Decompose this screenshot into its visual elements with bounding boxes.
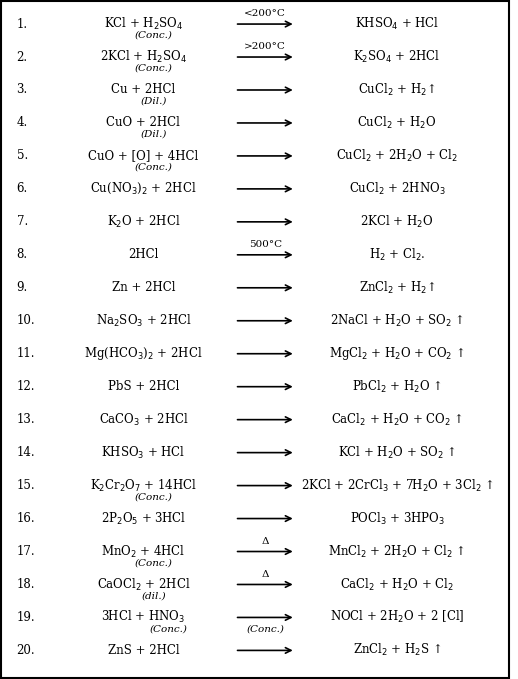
Text: (Conc.): (Conc.) bbox=[135, 163, 172, 172]
Text: Cu(NO$_3$)$_2$ + 2HCl: Cu(NO$_3$)$_2$ + 2HCl bbox=[90, 181, 197, 196]
Text: Δ: Δ bbox=[262, 536, 269, 546]
Text: (dil.): (dil.) bbox=[141, 591, 166, 600]
Text: 13.: 13. bbox=[17, 413, 35, 426]
Text: (Dil.): (Dil.) bbox=[140, 130, 167, 139]
Text: MgCl$_2$ + H$_2$O + CO$_2$ ↑: MgCl$_2$ + H$_2$O + CO$_2$ ↑ bbox=[329, 345, 465, 362]
Text: CuO + 2HCl: CuO + 2HCl bbox=[107, 117, 180, 130]
Text: CuCl$_2$ + H$_2$↑: CuCl$_2$ + H$_2$↑ bbox=[358, 82, 436, 98]
Text: K$_2$Cr$_2$O$_7$ + 14HCl: K$_2$Cr$_2$O$_7$ + 14HCl bbox=[90, 477, 197, 494]
Text: ZnCl$_2$ + H$_2$S ↑: ZnCl$_2$ + H$_2$S ↑ bbox=[353, 642, 441, 659]
Text: 4.: 4. bbox=[17, 117, 28, 130]
Text: (Conc.): (Conc.) bbox=[135, 64, 172, 73]
Text: CuCl$_2$ + H$_2$O: CuCl$_2$ + H$_2$O bbox=[357, 115, 437, 131]
Text: 14.: 14. bbox=[17, 446, 35, 459]
Text: 5.: 5. bbox=[17, 149, 28, 162]
Text: KCl + H$_2$SO$_4$: KCl + H$_2$SO$_4$ bbox=[104, 16, 183, 32]
Text: 10.: 10. bbox=[17, 314, 35, 327]
Text: Na$_2$SO$_3$ + 2HCl: Na$_2$SO$_3$ + 2HCl bbox=[95, 313, 191, 329]
Text: 2.: 2. bbox=[17, 50, 28, 64]
Text: H$_2$ + Cl$_2$.: H$_2$ + Cl$_2$. bbox=[369, 246, 425, 263]
Text: 2NaCl + H$_2$O + SO$_2$ ↑: 2NaCl + H$_2$O + SO$_2$ ↑ bbox=[330, 313, 464, 329]
Text: 18.: 18. bbox=[17, 578, 35, 591]
Text: (Conc.): (Conc.) bbox=[135, 492, 172, 501]
Text: 2KCl + H$_2$SO$_4$: 2KCl + H$_2$SO$_4$ bbox=[100, 49, 187, 65]
Text: 19.: 19. bbox=[17, 611, 35, 624]
Text: 17.: 17. bbox=[17, 545, 35, 558]
Text: Δ: Δ bbox=[262, 570, 269, 579]
Text: CuCl$_2$ + 2H$_2$O + Cl$_2$: CuCl$_2$ + 2H$_2$O + Cl$_2$ bbox=[336, 148, 458, 164]
Text: PbS + 2HCl: PbS + 2HCl bbox=[108, 380, 179, 393]
Text: CaOCl$_2$ + 2HCl: CaOCl$_2$ + 2HCl bbox=[97, 576, 190, 593]
Text: CuCl$_2$ + 2HNO$_3$: CuCl$_2$ + 2HNO$_3$ bbox=[349, 181, 445, 197]
Text: Zn + 2HCl: Zn + 2HCl bbox=[112, 281, 175, 294]
Text: NOCl + 2H$_2$O + 2 [Cl]: NOCl + 2H$_2$O + 2 [Cl] bbox=[330, 609, 464, 625]
Text: 2KCl + H$_2$O: 2KCl + H$_2$O bbox=[361, 214, 434, 230]
Text: K$_2$SO$_4$ + 2HCl: K$_2$SO$_4$ + 2HCl bbox=[353, 49, 441, 65]
Text: 7.: 7. bbox=[17, 215, 28, 228]
Text: 3HCl + HNO$_3$: 3HCl + HNO$_3$ bbox=[102, 609, 185, 625]
Text: 8.: 8. bbox=[17, 249, 28, 261]
Text: (Conc.): (Conc.) bbox=[246, 624, 284, 633]
Text: KCl + H$_2$O + SO$_2$ ↑: KCl + H$_2$O + SO$_2$ ↑ bbox=[338, 445, 456, 460]
Text: 2KCl + 2CrCl$_3$ + 7H$_2$O + 3Cl$_2$ ↑: 2KCl + 2CrCl$_3$ + 7H$_2$O + 3Cl$_2$ ↑ bbox=[300, 477, 493, 494]
Text: (Conc.): (Conc.) bbox=[150, 624, 188, 633]
Text: 2P$_2$O$_5$ + 3HCl: 2P$_2$O$_5$ + 3HCl bbox=[100, 511, 186, 527]
Text: (Dil.): (Dil.) bbox=[140, 96, 167, 106]
Text: MnO$_2$ + 4HCl: MnO$_2$ + 4HCl bbox=[101, 543, 185, 559]
Text: 12.: 12. bbox=[17, 380, 35, 393]
Text: MnCl$_2$ + 2H$_2$O + Cl$_2$ ↑: MnCl$_2$ + 2H$_2$O + Cl$_2$ ↑ bbox=[328, 543, 466, 559]
Text: Cu + 2HCl: Cu + 2HCl bbox=[111, 84, 176, 96]
Text: 1.: 1. bbox=[17, 18, 28, 31]
Text: >200°C: >200°C bbox=[244, 42, 286, 51]
Text: ZnCl$_2$ + H$_2$↑: ZnCl$_2$ + H$_2$↑ bbox=[358, 280, 436, 296]
Text: <200°C: <200°C bbox=[244, 9, 286, 18]
Text: KHSO$_3$ + HCl: KHSO$_3$ + HCl bbox=[101, 445, 185, 460]
Text: KHSO$_4$ + HCl: KHSO$_4$ + HCl bbox=[355, 16, 439, 32]
Text: POCl$_3$ + 3HPO$_3$: POCl$_3$ + 3HPO$_3$ bbox=[350, 511, 444, 527]
Text: PbCl$_2$ + H$_2$O ↑: PbCl$_2$ + H$_2$O ↑ bbox=[352, 379, 442, 394]
Text: 16.: 16. bbox=[17, 512, 35, 525]
Text: ZnS + 2HCl: ZnS + 2HCl bbox=[108, 644, 179, 657]
Text: CaCl$_2$ + H$_2$O + CO$_2$ ↑: CaCl$_2$ + H$_2$O + CO$_2$ ↑ bbox=[331, 411, 463, 428]
Text: 20.: 20. bbox=[17, 644, 35, 657]
Text: 2HCl: 2HCl bbox=[128, 249, 159, 261]
Text: Mg(HCO$_3$)$_2$ + 2HCl: Mg(HCO$_3$)$_2$ + 2HCl bbox=[84, 345, 203, 362]
Text: 9.: 9. bbox=[17, 281, 28, 294]
Text: 11.: 11. bbox=[17, 347, 35, 361]
Text: (Conc.): (Conc.) bbox=[135, 558, 172, 567]
Text: 6.: 6. bbox=[17, 183, 28, 196]
Text: 500°C: 500°C bbox=[249, 240, 282, 249]
Text: CaCO$_3$ + 2HCl: CaCO$_3$ + 2HCl bbox=[98, 411, 188, 428]
Text: K$_2$O + 2HCl: K$_2$O + 2HCl bbox=[107, 214, 180, 230]
Text: 3.: 3. bbox=[17, 84, 28, 96]
Text: CuO + [O] + 4HCl: CuO + [O] + 4HCl bbox=[88, 149, 198, 162]
Text: 15.: 15. bbox=[17, 479, 35, 492]
Text: CaCl$_2$ + H$_2$O + Cl$_2$: CaCl$_2$ + H$_2$O + Cl$_2$ bbox=[340, 576, 454, 593]
Text: (Conc.): (Conc.) bbox=[135, 31, 172, 40]
